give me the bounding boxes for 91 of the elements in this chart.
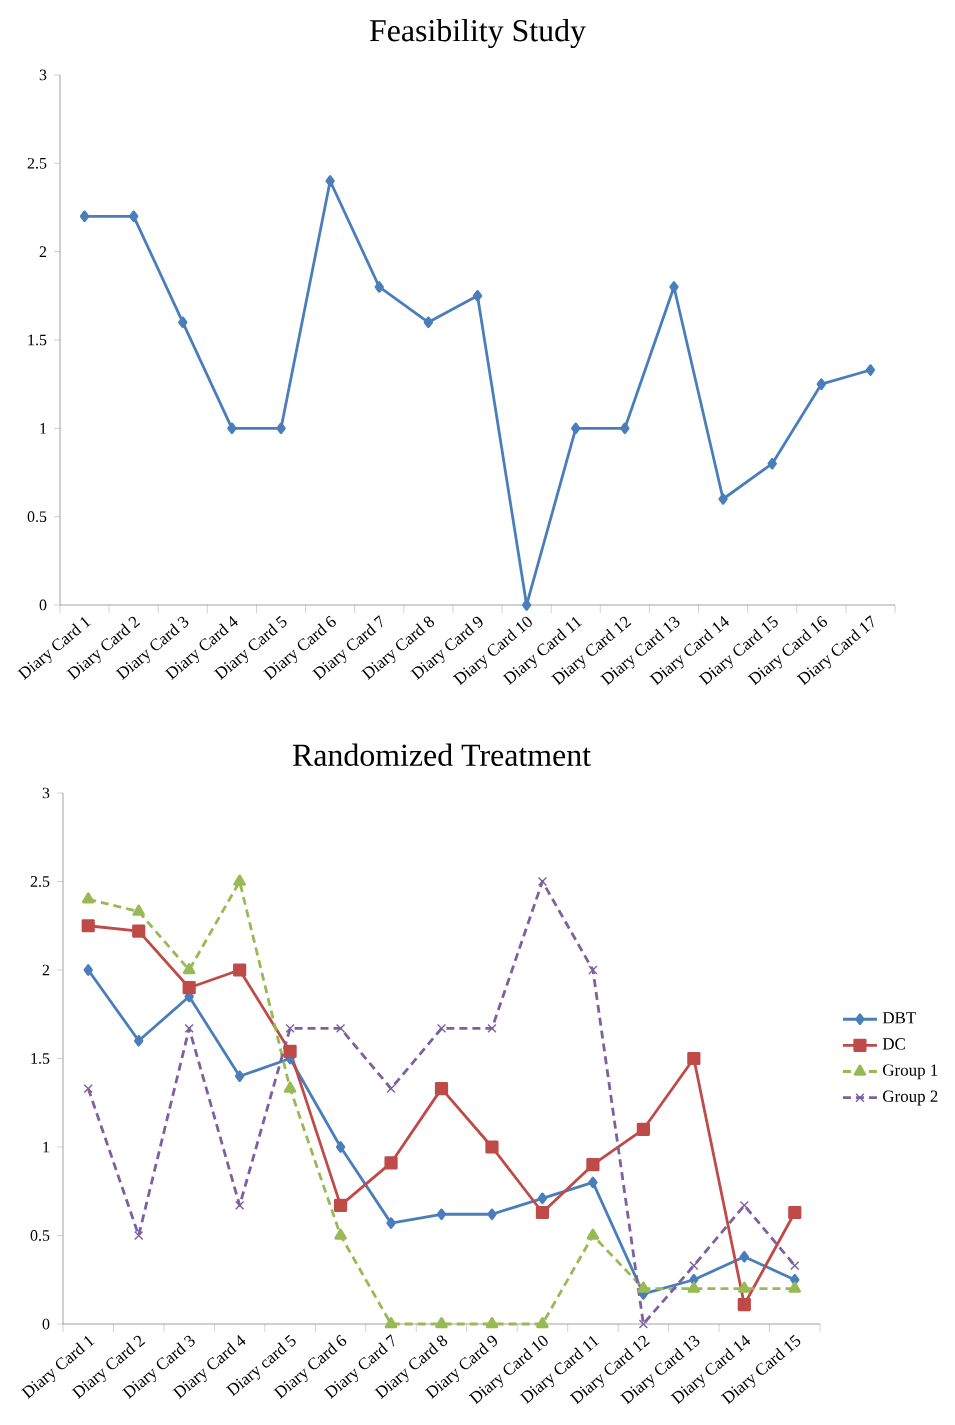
y-tick-label: 3 xyxy=(42,787,50,799)
y-tick-label: 3 xyxy=(39,69,47,81)
point xyxy=(816,378,827,390)
point xyxy=(384,1317,398,1329)
y-tick-label: 0.5 xyxy=(27,511,47,523)
point xyxy=(521,599,532,611)
point xyxy=(325,175,335,187)
point xyxy=(227,422,237,435)
y-tick-label: 1 xyxy=(40,423,46,434)
point xyxy=(637,1281,650,1293)
point xyxy=(537,1192,548,1205)
point xyxy=(234,1070,245,1082)
point xyxy=(132,904,145,916)
point xyxy=(535,1205,550,1220)
point xyxy=(536,1317,549,1329)
point xyxy=(335,1023,346,1034)
point xyxy=(79,210,90,223)
point xyxy=(718,493,728,505)
point xyxy=(83,964,93,976)
point xyxy=(586,1158,600,1172)
point xyxy=(234,1200,245,1211)
point xyxy=(132,924,146,938)
point xyxy=(485,1317,499,1329)
point xyxy=(487,1208,497,1221)
y-tick-label: 0.5 xyxy=(30,1230,50,1241)
point xyxy=(537,876,548,887)
point xyxy=(184,1023,194,1034)
point xyxy=(620,422,630,435)
legend-label: DC xyxy=(882,1038,905,1050)
point xyxy=(83,1083,93,1094)
point xyxy=(669,281,679,293)
point xyxy=(335,1141,346,1153)
point xyxy=(788,1205,802,1220)
point xyxy=(182,981,196,995)
point xyxy=(865,364,876,376)
point xyxy=(233,874,246,886)
point xyxy=(738,1281,751,1293)
point xyxy=(767,457,777,470)
point xyxy=(134,1230,144,1241)
point xyxy=(384,1156,398,1170)
point xyxy=(636,1122,650,1136)
legend-label: DBT xyxy=(882,1012,916,1024)
point xyxy=(128,210,139,223)
point xyxy=(687,1281,701,1293)
point xyxy=(588,965,598,975)
y-tick-label: 1.5 xyxy=(28,334,47,346)
y-tick-label: 1 xyxy=(43,1141,49,1153)
y-tick-label: 0 xyxy=(42,1318,50,1330)
point xyxy=(436,1208,447,1221)
point xyxy=(333,1198,348,1213)
point xyxy=(788,1281,802,1293)
y-tick-label: 0 xyxy=(39,599,47,611)
point xyxy=(182,963,196,975)
chart-title: Randomized Treatment xyxy=(292,743,591,767)
y-tick-label: 1.5 xyxy=(31,1053,50,1064)
point xyxy=(283,1081,297,1093)
point xyxy=(485,1140,499,1154)
point xyxy=(81,919,95,933)
point xyxy=(571,422,581,435)
point xyxy=(638,1319,649,1329)
y-tick-label: 2.5 xyxy=(30,876,50,887)
point xyxy=(386,1217,396,1229)
point xyxy=(423,316,434,329)
y-tick-label: 2 xyxy=(39,246,47,257)
y-tick-label: 2.5 xyxy=(27,157,47,169)
legend-label: Group 2 xyxy=(883,1090,938,1106)
legend-label: Group 1 xyxy=(883,1064,938,1080)
point xyxy=(285,1023,295,1034)
point xyxy=(588,1176,598,1189)
point xyxy=(689,1260,699,1271)
point xyxy=(386,1083,396,1094)
point xyxy=(737,1297,751,1312)
point xyxy=(472,290,483,302)
point xyxy=(334,1228,347,1240)
point xyxy=(436,1023,447,1034)
point xyxy=(687,1051,701,1066)
point xyxy=(81,892,95,904)
point xyxy=(276,422,286,435)
point xyxy=(434,1081,449,1096)
y-tick-label: 2 xyxy=(42,964,50,976)
point xyxy=(283,1044,297,1059)
point xyxy=(487,1023,497,1034)
point xyxy=(790,1260,800,1271)
chart-title: Feasibility Study xyxy=(369,18,586,48)
point xyxy=(435,1317,448,1329)
point xyxy=(586,1228,600,1240)
point xyxy=(134,1035,144,1047)
point xyxy=(374,281,384,293)
point xyxy=(233,963,247,977)
point xyxy=(178,316,188,329)
point xyxy=(739,1250,750,1263)
